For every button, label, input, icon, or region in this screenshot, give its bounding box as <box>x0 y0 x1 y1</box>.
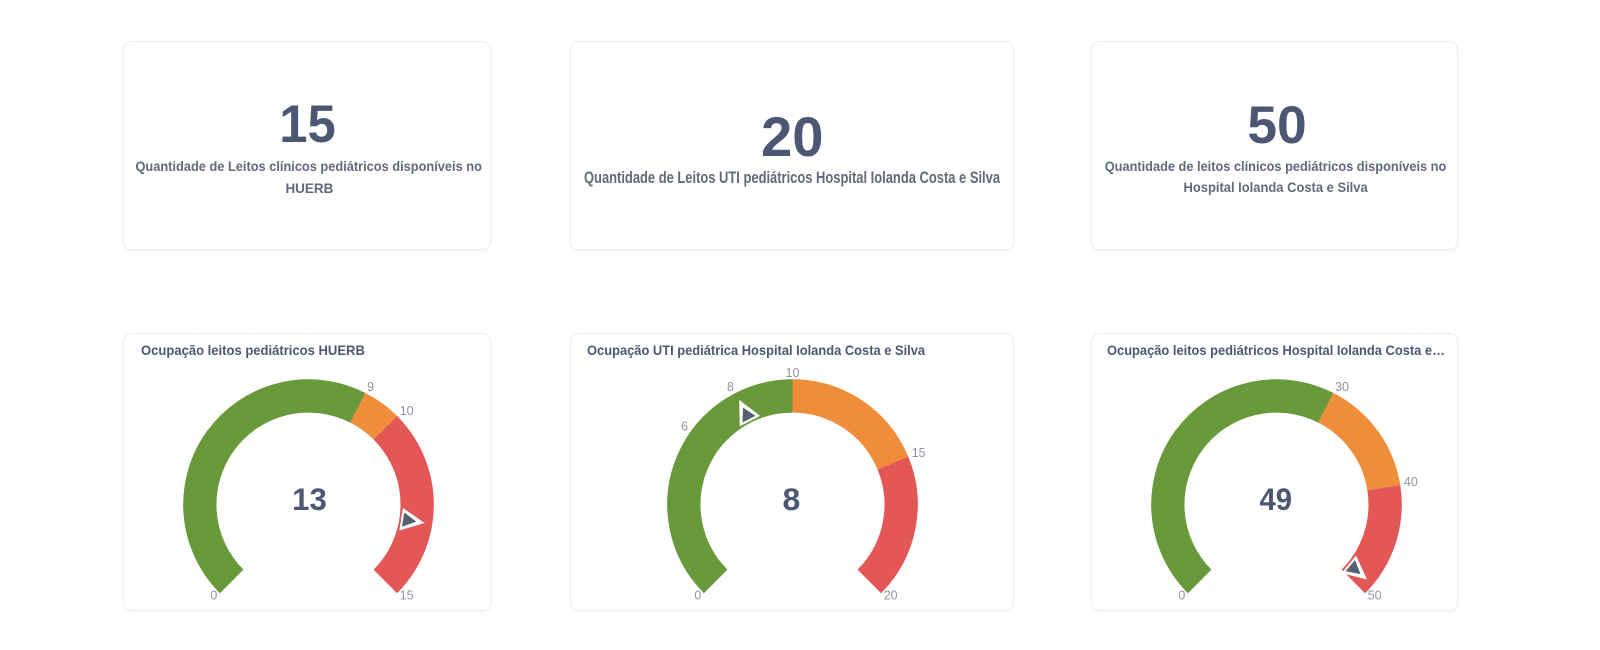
svg-text:0: 0 <box>694 588 701 602</box>
svg-text:6: 6 <box>681 419 688 433</box>
svg-text:20: 20 <box>884 588 898 602</box>
svg-text:10: 10 <box>786 366 800 380</box>
svg-text:10: 10 <box>399 403 413 417</box>
svg-text:0: 0 <box>1178 588 1185 602</box>
svg-text:15: 15 <box>912 445 926 459</box>
svg-text:50: 50 <box>1367 588 1381 602</box>
svg-text:40: 40 <box>1403 475 1417 489</box>
svg-text:9: 9 <box>367 380 374 394</box>
svg-text:0: 0 <box>210 588 217 602</box>
svg-text:15: 15 <box>399 588 413 602</box>
svg-text:8: 8 <box>727 380 734 394</box>
svg-text:30: 30 <box>1335 380 1349 394</box>
